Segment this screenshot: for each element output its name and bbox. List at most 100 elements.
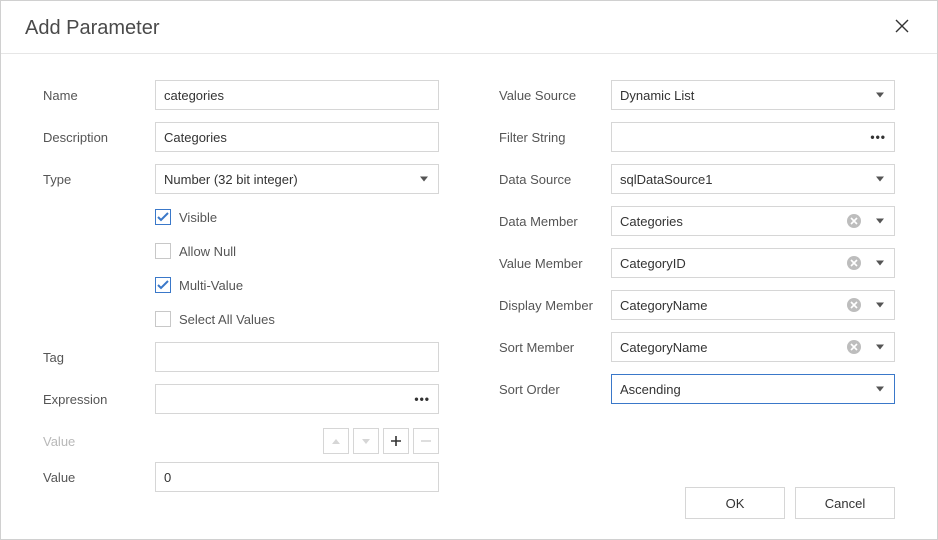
data-source-select[interactable]: sqlDataSource1	[611, 164, 895, 194]
display-member-value: CategoryName	[620, 298, 707, 313]
visible-checkbox-row: Visible	[43, 206, 439, 228]
sort-order-value: Ascending	[620, 382, 681, 397]
clear-icon	[846, 297, 862, 313]
chevron-down-icon	[420, 177, 428, 182]
multi-value-checkbox[interactable]	[155, 277, 171, 293]
description-row: Description	[43, 122, 439, 152]
data-source-value: sqlDataSource1	[620, 172, 713, 187]
value-header-label: Value	[43, 434, 155, 449]
type-select-value: Number (32 bit integer)	[164, 172, 298, 187]
value-member-label: Value Member	[499, 256, 611, 271]
close-icon	[895, 19, 909, 33]
name-label: Name	[43, 88, 155, 103]
sort-member-label: Sort Member	[499, 340, 611, 355]
value-source-value: Dynamic List	[620, 88, 694, 103]
value-header-row: Value	[43, 426, 439, 456]
value-row: Value	[43, 462, 439, 492]
select-all-checkbox[interactable]	[155, 311, 171, 327]
add-parameter-dialog: Add Parameter Name Description Type	[0, 0, 938, 540]
chevron-down-icon	[876, 177, 884, 182]
minus-icon	[420, 435, 432, 447]
data-source-label: Data Source	[499, 172, 611, 187]
filter-string-row: Filter String •••	[499, 122, 895, 152]
sort-order-row: Sort Order Ascending	[499, 374, 895, 404]
visible-checkbox[interactable]	[155, 209, 171, 225]
tag-label: Tag	[43, 350, 155, 365]
filter-string-label: Filter String	[499, 130, 611, 145]
move-up-button[interactable]	[323, 428, 349, 454]
display-member-select[interactable]: CategoryName	[611, 290, 895, 320]
data-member-select[interactable]: Categories	[611, 206, 895, 236]
sort-order-label: Sort Order	[499, 382, 611, 397]
allow-null-checkbox-label[interactable]: Allow Null	[179, 244, 236, 259]
type-select[interactable]: Number (32 bit integer)	[155, 164, 439, 194]
cancel-button[interactable]: Cancel	[795, 487, 895, 519]
value-source-select[interactable]: Dynamic List	[611, 80, 895, 110]
remove-value-button[interactable]	[413, 428, 439, 454]
display-member-label: Display Member	[499, 298, 611, 313]
ellipsis-icon[interactable]: •••	[414, 392, 430, 406]
allow-null-checkbox[interactable]	[155, 243, 171, 259]
chevron-up-icon	[332, 439, 340, 444]
data-source-row: Data Source sqlDataSource1	[499, 164, 895, 194]
value-member-select[interactable]: CategoryID	[611, 248, 895, 278]
clear-icon	[846, 213, 862, 229]
add-value-button[interactable]	[383, 428, 409, 454]
sort-member-row: Sort Member CategoryName	[499, 332, 895, 362]
tag-input[interactable]	[155, 342, 439, 372]
ok-button[interactable]: OK	[685, 487, 785, 519]
multi-value-checkbox-row: Multi-Value	[43, 274, 439, 296]
data-member-row: Data Member Categories	[499, 206, 895, 236]
dialog-title: Add Parameter	[25, 17, 160, 40]
visible-checkbox-label[interactable]: Visible	[179, 210, 217, 225]
display-member-row: Display Member CategoryName	[499, 290, 895, 320]
data-member-label: Data Member	[499, 214, 611, 229]
type-label: Type	[43, 172, 155, 187]
tag-row: Tag	[43, 342, 439, 372]
chevron-down-icon	[362, 439, 370, 444]
chevron-down-icon	[876, 93, 884, 98]
name-input[interactable]	[155, 80, 439, 110]
ellipsis-icon[interactable]: •••	[870, 130, 886, 144]
close-button[interactable]	[891, 15, 913, 41]
sort-member-select[interactable]: CategoryName	[611, 332, 895, 362]
move-down-button[interactable]	[353, 428, 379, 454]
clear-button[interactable]	[846, 297, 862, 313]
chevron-down-icon	[876, 345, 884, 350]
chevron-down-icon	[876, 219, 884, 224]
dialog-body: Name Description Type Number (32 bit int…	[1, 54, 937, 504]
chevron-down-icon	[876, 303, 884, 308]
filter-string-input[interactable]: •••	[611, 122, 895, 152]
sort-order-select[interactable]: Ascending	[611, 374, 895, 404]
description-input[interactable]	[155, 122, 439, 152]
value-input[interactable]	[155, 462, 439, 492]
multi-value-checkbox-label[interactable]: Multi-Value	[179, 278, 243, 293]
plus-icon	[390, 435, 402, 447]
dialog-header: Add Parameter	[1, 1, 937, 54]
right-column: Value Source Dynamic List Filter String	[499, 80, 895, 504]
allow-null-checkbox-row: Allow Null	[43, 240, 439, 262]
name-row: Name	[43, 80, 439, 110]
clear-button[interactable]	[846, 339, 862, 355]
clear-button[interactable]	[846, 213, 862, 229]
clear-icon	[846, 255, 862, 271]
clear-button[interactable]	[846, 255, 862, 271]
expression-label: Expression	[43, 392, 155, 407]
value-member-value: CategoryID	[620, 256, 686, 271]
check-icon	[157, 280, 169, 290]
type-row: Type Number (32 bit integer)	[43, 164, 439, 194]
left-column: Name Description Type Number (32 bit int…	[43, 80, 439, 504]
expression-input[interactable]: •••	[155, 384, 439, 414]
description-label: Description	[43, 130, 155, 145]
select-all-checkbox-row: Select All Values	[43, 308, 439, 330]
select-all-checkbox-label[interactable]: Select All Values	[179, 312, 275, 327]
value-source-row: Value Source Dynamic List	[499, 80, 895, 110]
dialog-footer: OK Cancel	[685, 487, 895, 519]
clear-icon	[846, 339, 862, 355]
value-source-label: Value Source	[499, 88, 611, 103]
chevron-down-icon	[876, 261, 884, 266]
value-member-row: Value Member CategoryID	[499, 248, 895, 278]
check-icon	[157, 212, 169, 222]
data-member-value: Categories	[620, 214, 683, 229]
value-label: Value	[43, 470, 155, 485]
